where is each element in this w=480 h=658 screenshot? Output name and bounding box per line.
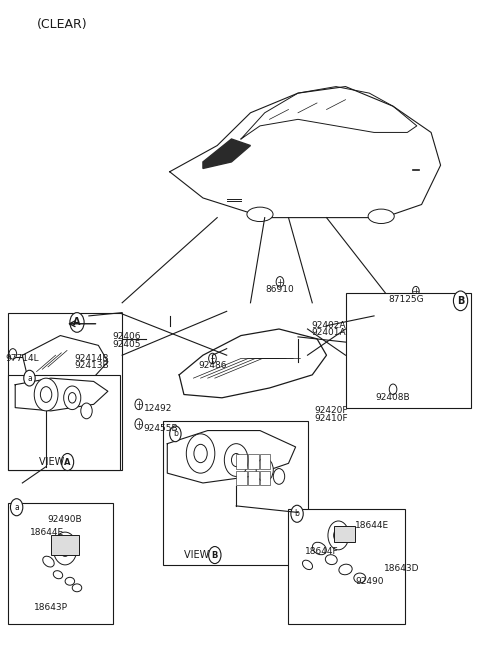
Circle shape <box>70 313 84 332</box>
Text: 92413B: 92413B <box>74 361 108 370</box>
Text: 86910: 86910 <box>265 285 294 294</box>
Bar <box>346 293 471 407</box>
Circle shape <box>135 399 143 409</box>
Text: 92405: 92405 <box>113 340 141 349</box>
Circle shape <box>135 418 143 429</box>
Bar <box>8 313 122 470</box>
Circle shape <box>11 499 23 516</box>
Text: a: a <box>27 374 32 383</box>
Ellipse shape <box>65 577 74 585</box>
Text: 92414B: 92414B <box>74 354 108 363</box>
Circle shape <box>328 521 349 550</box>
Text: 18643P: 18643P <box>34 603 68 612</box>
Bar <box>236 470 247 485</box>
Text: A: A <box>73 317 81 328</box>
Text: 18644E: 18644E <box>355 521 389 530</box>
Circle shape <box>24 370 35 386</box>
Circle shape <box>334 529 343 542</box>
Circle shape <box>291 505 303 522</box>
Text: 92410F: 92410F <box>314 414 348 422</box>
Circle shape <box>81 403 92 418</box>
Circle shape <box>256 458 273 482</box>
Circle shape <box>69 393 76 403</box>
Circle shape <box>61 453 73 470</box>
Text: 92455B: 92455B <box>144 424 178 433</box>
Bar <box>248 470 259 485</box>
Circle shape <box>209 353 216 364</box>
Ellipse shape <box>325 555 337 565</box>
Text: b: b <box>173 429 178 438</box>
Text: 92490: 92490 <box>355 577 384 586</box>
Circle shape <box>276 276 284 287</box>
Text: (CLEAR): (CLEAR) <box>36 18 87 31</box>
Bar <box>8 375 120 470</box>
Text: A: A <box>64 457 71 467</box>
Circle shape <box>9 349 17 359</box>
Text: 92486: 92486 <box>198 361 227 370</box>
Text: B: B <box>212 551 218 559</box>
Circle shape <box>186 434 215 473</box>
Polygon shape <box>65 320 72 328</box>
Bar <box>51 536 79 555</box>
Ellipse shape <box>339 564 352 574</box>
Text: 92420F: 92420F <box>314 407 348 415</box>
Circle shape <box>389 384 397 395</box>
Ellipse shape <box>302 560 312 570</box>
Bar <box>260 470 270 485</box>
Text: 92402A: 92402A <box>312 321 346 330</box>
Ellipse shape <box>368 209 394 224</box>
Text: 92401A: 92401A <box>312 328 346 338</box>
Circle shape <box>454 291 468 311</box>
Ellipse shape <box>43 556 54 567</box>
Ellipse shape <box>53 570 63 579</box>
Circle shape <box>169 426 181 442</box>
Circle shape <box>209 547 221 563</box>
Text: a: a <box>14 503 19 512</box>
Text: 92490B: 92490B <box>47 515 82 524</box>
Ellipse shape <box>72 584 82 592</box>
Circle shape <box>194 444 207 463</box>
Circle shape <box>231 453 241 467</box>
Text: 12492: 12492 <box>144 405 172 413</box>
Ellipse shape <box>354 573 366 583</box>
Text: 92406: 92406 <box>113 332 141 342</box>
Circle shape <box>60 541 71 557</box>
Ellipse shape <box>312 542 326 555</box>
Circle shape <box>53 532 77 565</box>
Ellipse shape <box>247 207 273 222</box>
Bar <box>288 509 405 624</box>
Text: 97714L: 97714L <box>6 354 39 363</box>
Bar <box>248 454 259 468</box>
Text: 92408B: 92408B <box>376 393 410 402</box>
Circle shape <box>34 378 58 411</box>
Text: VIEW: VIEW <box>184 550 216 560</box>
Text: VIEW: VIEW <box>39 457 71 467</box>
Text: 18644E: 18644E <box>29 528 63 537</box>
Text: 18644F: 18644F <box>305 547 339 556</box>
Bar <box>163 420 308 565</box>
Text: 87125G: 87125G <box>388 295 424 304</box>
Circle shape <box>273 468 285 484</box>
Polygon shape <box>417 320 424 328</box>
Circle shape <box>412 286 419 295</box>
Text: 18643D: 18643D <box>384 564 419 572</box>
Text: B: B <box>457 296 464 306</box>
Text: b: b <box>295 509 300 519</box>
Bar <box>334 526 355 542</box>
Circle shape <box>64 386 81 409</box>
Polygon shape <box>203 139 251 168</box>
Circle shape <box>224 443 248 476</box>
Circle shape <box>40 387 52 403</box>
Bar <box>8 503 113 624</box>
Bar <box>260 454 270 468</box>
Bar <box>236 454 247 468</box>
